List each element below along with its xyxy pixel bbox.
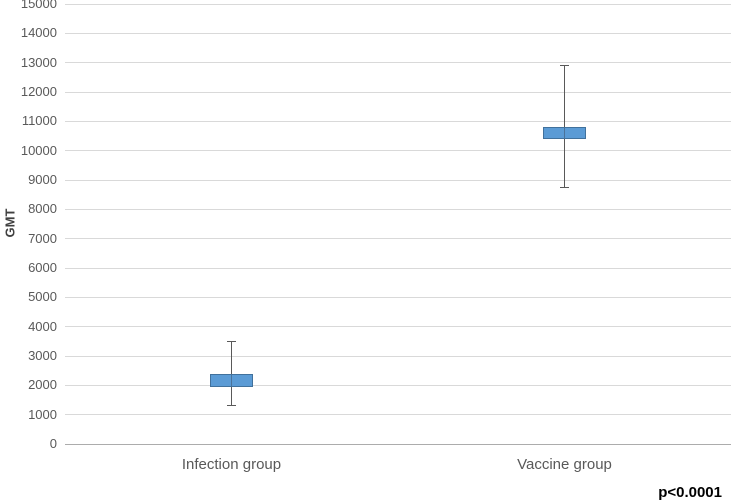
gridline: [65, 179, 731, 181]
gridline: [65, 3, 731, 5]
y-tick-label: 3000: [28, 348, 57, 363]
y-tick-label: 13000: [20, 54, 57, 70]
y-tick-label: 0: [49, 436, 57, 451]
whisker-cap-min: [560, 187, 569, 189]
box-center-line: [564, 128, 565, 138]
whisker-line: [231, 341, 232, 405]
box-center-line: [231, 374, 232, 386]
y-tick-label: 4000: [28, 318, 57, 334]
category-label: Infection group: [181, 456, 282, 473]
y-tick-label: 2000: [28, 377, 57, 393]
y-tick-label: 8000: [28, 201, 57, 217]
p-value-annotation: p<0.0001: [658, 484, 722, 501]
whisker-cap-min: [227, 404, 236, 406]
gridline: [65, 208, 731, 210]
gridline: [65, 150, 731, 152]
gridline: [65, 32, 731, 34]
y-tick-label: 12000: [20, 84, 57, 99]
x-axis-line: [65, 444, 731, 445]
gridline: [65, 355, 731, 357]
y-tick-label: 9000: [28, 172, 57, 187]
plot-area: [65, 0, 731, 504]
gridline: [65, 91, 731, 93]
y-tick-label: 1000: [28, 406, 57, 422]
gridline: [65, 326, 731, 328]
gridline: [65, 384, 731, 386]
category-label: Vaccine group: [517, 456, 612, 473]
y-tick-label: 6000: [28, 260, 57, 275]
gridline: [65, 238, 731, 240]
gridline: [65, 296, 731, 298]
y-tick-label: 5000: [28, 289, 57, 305]
y-tick-label: 7000: [28, 230, 57, 246]
y-tick-label: 15000: [20, 0, 57, 11]
y-tick-label: 10000: [20, 142, 57, 158]
gridline: [65, 62, 731, 64]
whisker-line: [564, 64, 565, 188]
y-tick-label: 14000: [20, 25, 57, 41]
whisker-cap-max: [560, 64, 569, 66]
gridline: [65, 120, 731, 122]
gridline: [65, 267, 731, 269]
gridline: [65, 414, 731, 416]
y-tick-label: 11000: [21, 113, 57, 129]
whisker-cap-max: [227, 341, 236, 343]
